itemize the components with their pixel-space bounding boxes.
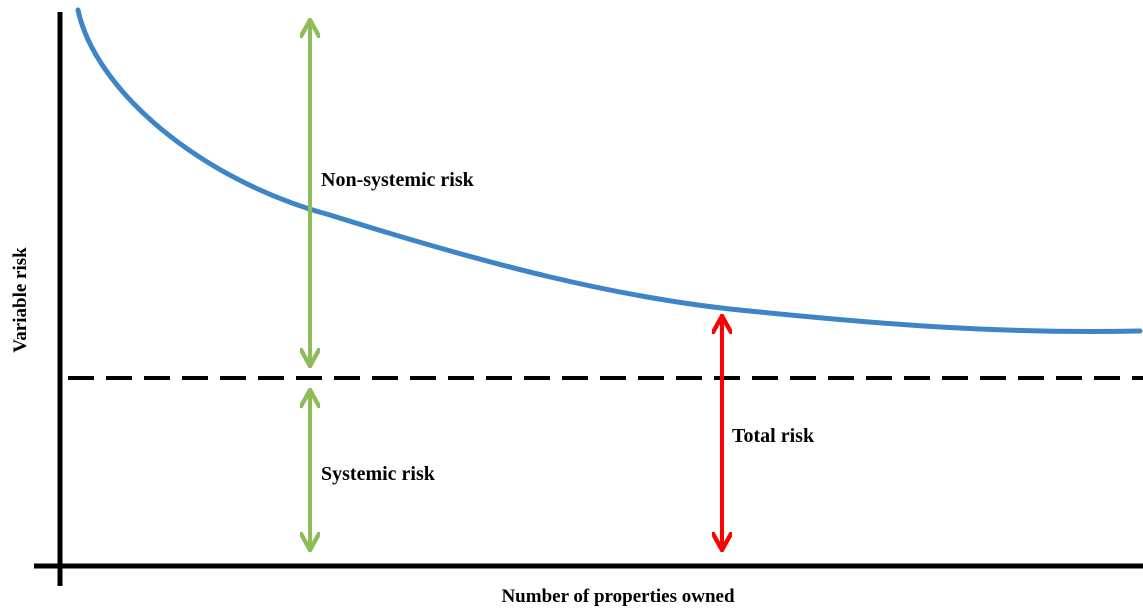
y-axis-title: Variable risk bbox=[10, 247, 31, 353]
total-risk-label: Total risk bbox=[732, 425, 815, 447]
total-risk-curve bbox=[75, 7, 1143, 335]
x-axis-title: Number of properties owned bbox=[501, 586, 735, 607]
non-systemic-risk-label: Non-systemic risk bbox=[321, 169, 475, 191]
systemic-risk-label: Systemic risk bbox=[321, 463, 436, 485]
